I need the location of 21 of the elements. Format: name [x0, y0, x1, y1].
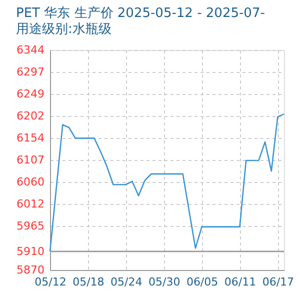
y-tick-label: 5910	[16, 244, 44, 258]
y-tick-label: 6202	[16, 109, 44, 122]
x-tick-label: 05/30	[148, 276, 180, 288]
y-tick-label: 6249	[16, 88, 44, 101]
y-tick-label: 6154	[16, 132, 44, 145]
y-tick-label: 6060	[16, 175, 44, 188]
y-tick-label: 6344	[16, 44, 44, 56]
line-series	[49, 113, 285, 252]
x-tick-label: 05/24	[110, 276, 142, 288]
x-tick-label: 05/18	[72, 276, 104, 288]
y-tick-label: 6297	[16, 65, 44, 78]
x-tick-label: 06/11	[224, 276, 256, 288]
y-tick-label: 5870	[16, 264, 44, 276]
chart-title: PET 华东 生产价 2025-05-12 - 2025-07-	[16, 6, 266, 21]
x-tick-label: 05/12	[34, 276, 66, 288]
x-tick-label: 06/05	[186, 276, 218, 288]
x-tick-label: 06/17	[262, 276, 294, 288]
y-tick-label: 6012	[16, 198, 44, 211]
chart-subtitle: 用途级别:水瓶级	[16, 22, 112, 37]
y-tick-label: 5965	[16, 219, 44, 232]
y-tick-label: 6107	[16, 154, 44, 166]
